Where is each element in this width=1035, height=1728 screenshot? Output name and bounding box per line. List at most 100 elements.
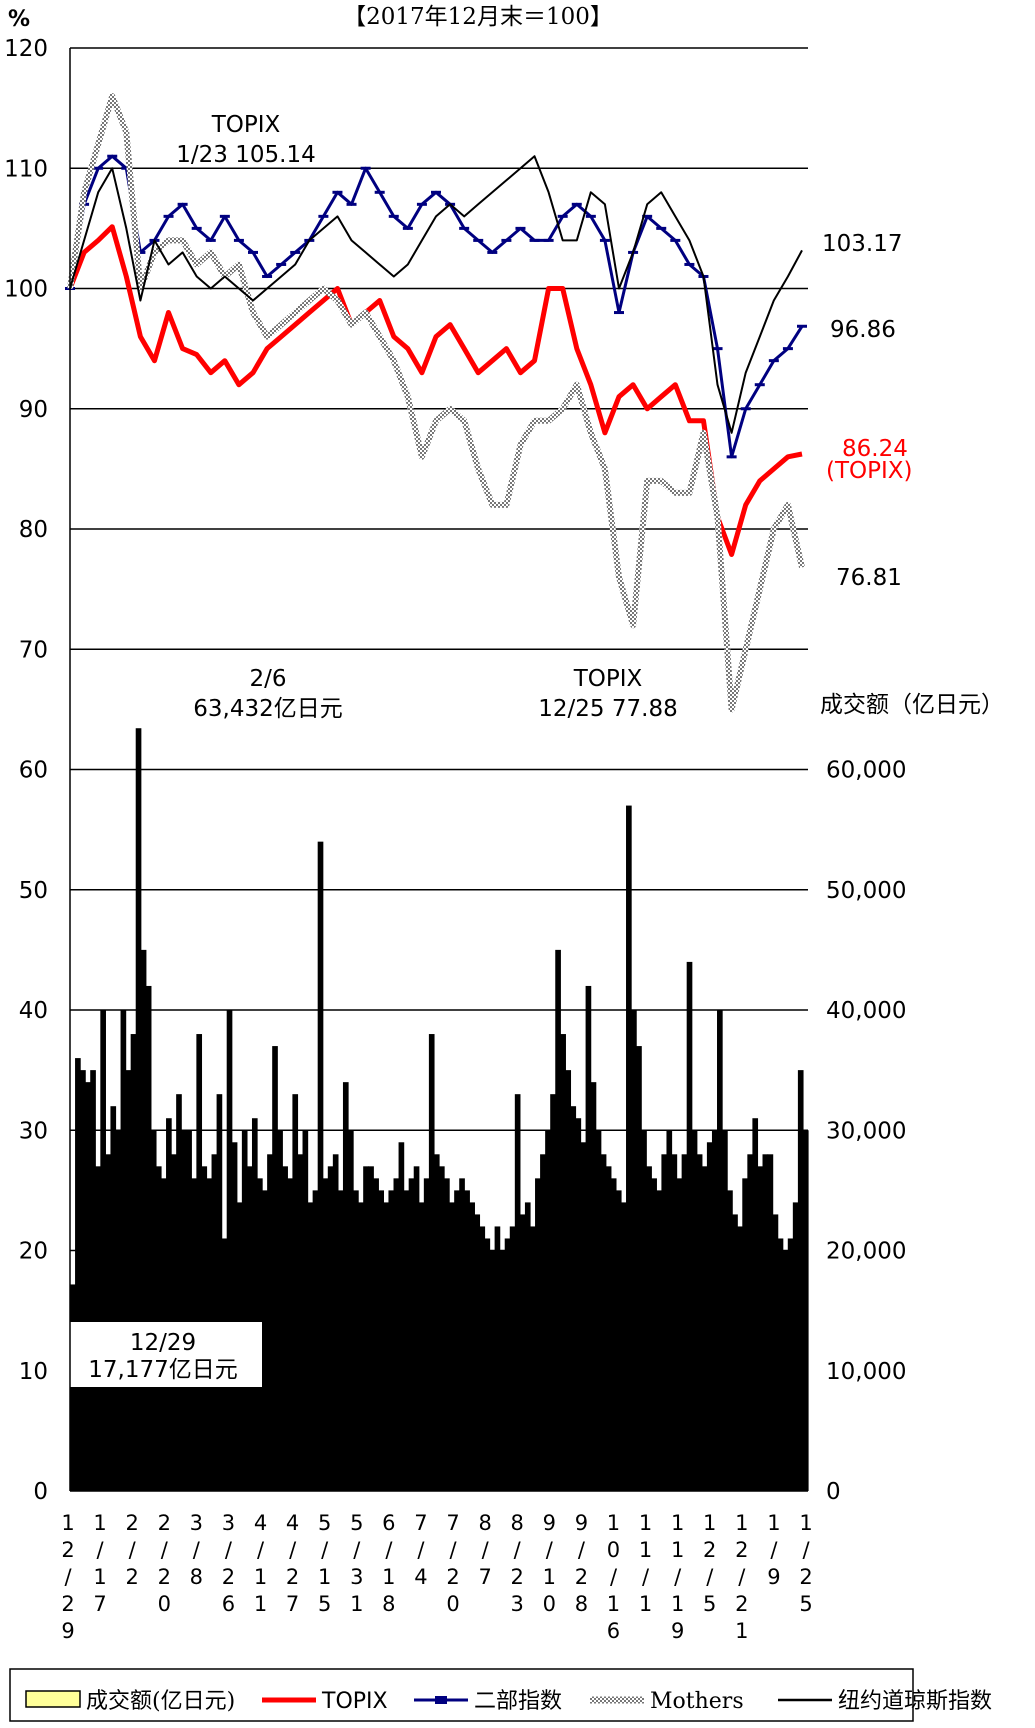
volume-bar — [701, 1166, 708, 1491]
x-tick-label: 4/1 1 — [254, 1511, 267, 1616]
series-marker — [487, 250, 498, 254]
right-tick-label: 50,000 — [826, 878, 906, 904]
volume-bar — [454, 1190, 460, 1491]
series-marker — [248, 250, 258, 254]
volume-bar — [540, 1154, 546, 1491]
volume-bar — [302, 1130, 309, 1491]
volume-bar — [317, 841, 324, 1491]
volume-bar — [686, 961, 693, 1491]
left-tick-label: 0 — [33, 1479, 48, 1505]
volume-bar — [631, 1010, 637, 1491]
series-marker — [515, 226, 526, 230]
series-marker — [557, 214, 568, 218]
x-tick-label: 2/2 0 — [158, 1511, 171, 1616]
left-axis-unit: % — [8, 7, 30, 32]
volume-bar — [727, 1190, 733, 1491]
volume-bar — [757, 1166, 764, 1491]
volume-bar — [226, 1010, 233, 1491]
volume-bar — [545, 1130, 551, 1491]
volume-bar — [403, 1190, 410, 1491]
volume-bar — [90, 1070, 96, 1491]
volume-bar — [514, 1094, 521, 1491]
volume-bar — [737, 1226, 743, 1491]
volume-bar — [767, 1154, 774, 1491]
right-tick-label: 60,000 — [826, 758, 906, 784]
volume-bar — [519, 1214, 526, 1491]
legend-swatch-volume — [25, 1690, 81, 1708]
volume-bar — [267, 1154, 273, 1491]
end-label-dow-end: 103.17 — [822, 231, 902, 257]
volume-bar — [575, 1118, 582, 1491]
volume-bar — [474, 1214, 481, 1491]
series-line-1 — [68, 154, 804, 459]
chart-title: 【2017年12月末＝100】 — [343, 4, 613, 30]
volume-bar — [145, 985, 152, 1491]
volume-bar — [186, 1130, 192, 1491]
legend-layer: 成交额(亿日元) TOPIX 二部指数 Mothers 纽约道琼斯指数 — [9, 1668, 992, 1722]
volume-bar — [166, 1118, 172, 1491]
annotation-vol-high-line2: 63,432亿日元 — [193, 696, 342, 722]
volume-bar — [651, 1178, 657, 1491]
series-marker — [163, 214, 174, 218]
volume-bar — [388, 1190, 395, 1491]
volume-bar — [135, 728, 142, 1491]
volume-bar — [342, 1082, 349, 1491]
series-marker — [543, 238, 554, 242]
right-tick-label: 10,000 — [826, 1359, 906, 1385]
volume-bar — [742, 1178, 748, 1491]
volume-bar — [120, 1010, 127, 1491]
volume-bar — [489, 1250, 496, 1491]
volume-bar — [272, 1046, 278, 1491]
series-layer — [65, 93, 807, 713]
series-marker — [332, 190, 343, 194]
volume-bar — [464, 1190, 470, 1491]
series-marker — [614, 311, 624, 315]
left-tick-label: 100 — [4, 277, 48, 303]
x-tick-label: 8/2 3 — [511, 1511, 524, 1616]
volume-bar — [661, 1154, 668, 1491]
volume-bar — [444, 1178, 450, 1491]
left-tick-label: 80 — [19, 517, 48, 543]
series-marker — [599, 238, 610, 242]
series-marker — [670, 238, 681, 242]
volume-bar — [80, 1070, 86, 1491]
volume-bar — [130, 1034, 137, 1491]
left-tick-label: 120 — [4, 36, 48, 62]
series-marker — [402, 226, 413, 230]
volume-bar — [393, 1178, 400, 1491]
volume-bar — [797, 1070, 804, 1491]
series-marker — [754, 383, 765, 387]
volume-bar — [297, 1154, 304, 1491]
series-marker — [571, 202, 582, 206]
volume-bar — [762, 1154, 769, 1491]
annotation-topix-low-line1: TOPIX — [573, 666, 643, 692]
volume-bar — [646, 1166, 652, 1491]
volume-bar — [181, 1130, 187, 1491]
volume-bar — [550, 1094, 556, 1491]
volume-bar — [368, 1166, 374, 1491]
end-label-nibu-end: 96.86 — [830, 317, 896, 343]
series-line-2 — [67, 93, 805, 713]
x-tick-label: 7/2 0 — [446, 1511, 459, 1616]
volume-bar — [595, 1130, 602, 1491]
annotation-topix-high-line2: 1/23 105.14 — [176, 142, 315, 168]
volume-bar — [620, 1202, 627, 1491]
volume-bar — [782, 1250, 789, 1491]
volume-bar — [140, 949, 147, 1491]
volume-bar — [216, 1094, 223, 1491]
volume-bar — [691, 1130, 698, 1491]
volume-bar — [469, 1202, 475, 1491]
volume-bar — [732, 1214, 738, 1491]
volume-bar — [747, 1154, 753, 1491]
annotation-vol-high-line1: 2/6 — [249, 666, 286, 692]
volume-bar — [459, 1178, 465, 1491]
series-line-0 — [67, 224, 803, 557]
series-marker — [93, 166, 104, 170]
volume-bar — [439, 1166, 445, 1491]
volume-bar — [626, 805, 632, 1491]
end-label-topix-end-name: (TOPIX) — [826, 458, 913, 484]
x-tick-label: 1/1 7 — [93, 1511, 106, 1616]
volume-bar — [605, 1166, 612, 1491]
volume-bar — [363, 1166, 369, 1491]
series-marker — [191, 226, 202, 230]
